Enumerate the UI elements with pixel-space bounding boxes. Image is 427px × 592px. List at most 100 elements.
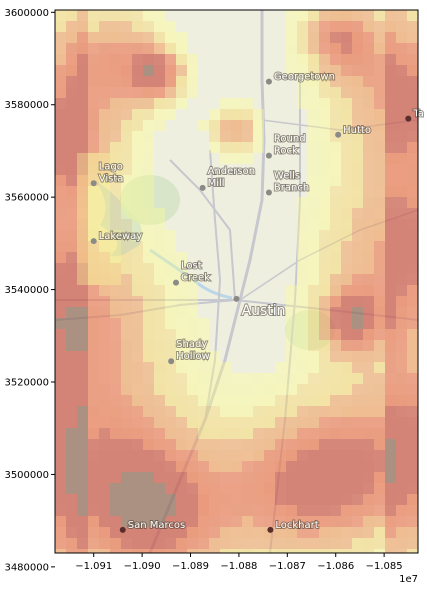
heat-cell [55, 549, 66, 553]
heat-cell [286, 21, 297, 32]
heat-cell [374, 219, 385, 230]
heat-cell [88, 395, 99, 406]
place-marker[interactable]: Lost Creek [173, 260, 211, 286]
heat-cell [220, 373, 231, 384]
place-marker[interactable]: Wells Branch [265, 170, 310, 196]
heat-cell [330, 417, 341, 428]
heat-cell [88, 164, 99, 175]
heat-cell [253, 384, 264, 395]
heat-cell [143, 76, 154, 87]
heat-cell [385, 373, 396, 384]
heat-cell [77, 274, 88, 285]
heat-cell [154, 373, 165, 384]
heat-cell [363, 43, 374, 54]
heat-cell [198, 527, 209, 538]
place-marker[interactable]: San Marcos [119, 519, 186, 533]
heat-cell [396, 417, 407, 428]
heat-cell [330, 384, 341, 395]
heat-cell [396, 43, 407, 54]
heat-cell [374, 472, 385, 483]
heat-cell [275, 549, 286, 553]
heat-cell [187, 472, 198, 483]
heat-cell [330, 54, 341, 65]
heat-cell [132, 65, 143, 76]
heat-cell [110, 472, 121, 483]
heat-cell [77, 54, 88, 65]
heat-cell [297, 505, 308, 516]
heat-cell [99, 549, 110, 553]
place-marker[interactable]: Hutto [335, 124, 372, 138]
heat-cell [297, 461, 308, 472]
heat-cell [242, 505, 253, 516]
heat-cell [55, 483, 66, 494]
heat-cell [176, 373, 187, 384]
heat-cell [341, 241, 352, 252]
heat-cell [154, 461, 165, 472]
heat-cell [121, 329, 132, 340]
heat-cell [143, 43, 154, 54]
heat-cell [253, 406, 264, 417]
place-marker[interactable]: Lockhart [267, 519, 320, 533]
heat-cell [407, 472, 418, 483]
heat-cell [154, 483, 165, 494]
heat-cell [363, 307, 374, 318]
heat-cell [297, 274, 308, 285]
heat-cell [341, 153, 352, 164]
heat-cell [154, 208, 165, 219]
heat-cell [220, 109, 231, 120]
place-marker[interactable]: Lakeway [90, 230, 143, 245]
heat-cell [176, 461, 187, 472]
heat-cell [319, 285, 330, 296]
place-marker[interactable]: Anderson Mill [199, 165, 256, 191]
heat-cell [121, 87, 132, 98]
heat-cell [77, 538, 88, 549]
heat-cell [66, 274, 77, 285]
park-area [120, 175, 180, 225]
heat-cell [198, 516, 209, 527]
heat-cell [363, 406, 374, 417]
heat-cell [330, 120, 341, 131]
heat-cell [121, 461, 132, 472]
heat-cell [385, 549, 396, 553]
heat-cell [121, 208, 132, 219]
heat-cell [209, 472, 220, 483]
heat-cell [99, 505, 110, 516]
heat-cell [407, 307, 418, 318]
heat-cell [110, 362, 121, 373]
heat-cell [363, 527, 374, 538]
heat-cell [143, 494, 154, 505]
place-marker[interactable]: Lago Vista [90, 160, 124, 187]
heat-cell [319, 142, 330, 153]
heat-cell [99, 87, 110, 98]
heat-cell [352, 329, 363, 340]
heat-cell [176, 285, 187, 296]
heat-cell [176, 472, 187, 483]
heat-cell [165, 318, 176, 329]
heat-cell [352, 43, 363, 54]
heat-cell [341, 197, 352, 208]
heat-cell [374, 527, 385, 538]
heat-cell [253, 549, 264, 553]
heat-cell [209, 527, 220, 538]
heat-cell [99, 373, 110, 384]
heat-cell [363, 164, 374, 175]
heat-cell [396, 131, 407, 142]
heat-cell [396, 307, 407, 318]
heat-cell [396, 428, 407, 439]
heat-cell [286, 43, 297, 54]
place-marker[interactable]: Georgetown [265, 71, 336, 85]
heat-cell [99, 175, 110, 186]
heat-cell [374, 329, 385, 340]
heat-cell [253, 516, 264, 527]
heat-cell [165, 362, 176, 373]
heat-cell [220, 142, 231, 153]
heat-cell [385, 175, 396, 186]
place-marker[interactable]: Shady Hollow [168, 338, 211, 365]
heat-cell [407, 10, 418, 21]
heat-cell [374, 98, 385, 109]
heat-cell [132, 109, 143, 120]
heat-cell [253, 450, 264, 461]
place-marker[interactable]: Austin [233, 295, 287, 320]
heat-cell [77, 219, 88, 230]
place-marker[interactable]: Round Rock [265, 133, 307, 159]
